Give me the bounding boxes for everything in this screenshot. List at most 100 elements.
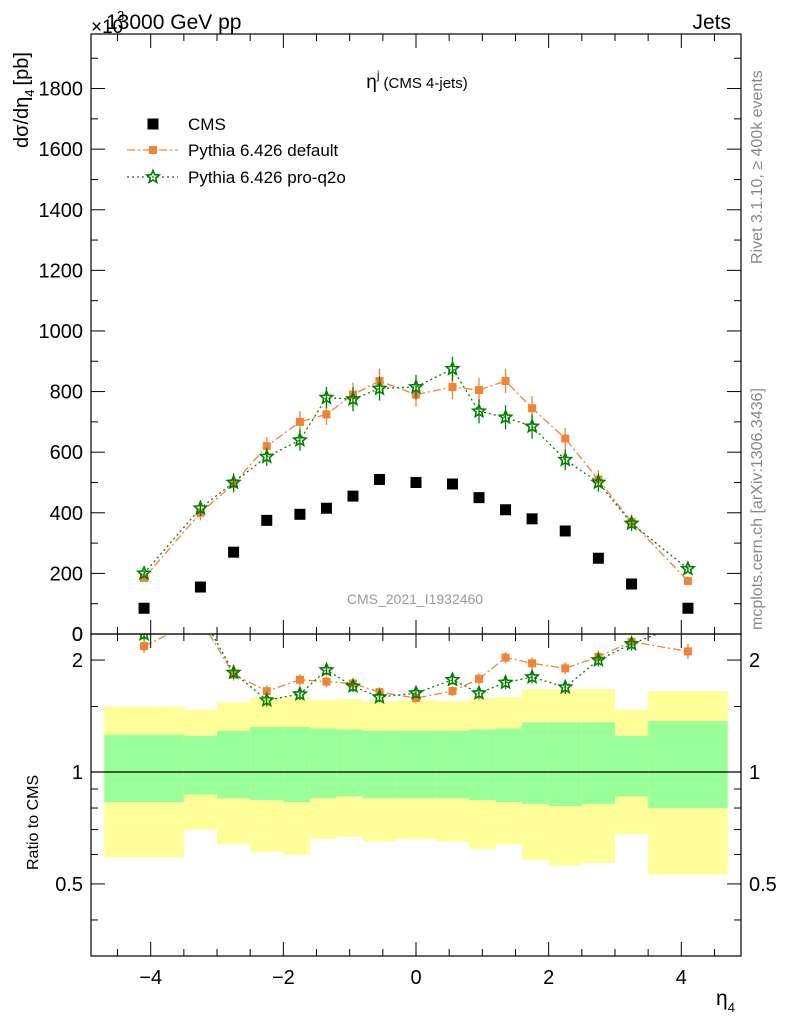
y-tick-label: 0 xyxy=(72,624,83,646)
y-tick-label: 1400 xyxy=(39,200,84,222)
ratio-proq2o-point xyxy=(258,691,275,708)
title-sup: j xyxy=(376,68,380,82)
ratio-proq2o-point xyxy=(523,668,541,684)
x-label-sub: 4 xyxy=(728,1000,735,1015)
pythia-default-point xyxy=(295,417,304,426)
pythia-proq2o-point xyxy=(523,417,541,434)
pythia-default-point xyxy=(528,404,537,413)
band-inner xyxy=(217,730,251,799)
pythia-default-point xyxy=(140,573,149,582)
cms-point xyxy=(446,478,458,490)
x-tick-label: 0 xyxy=(410,967,421,989)
ratio-proq2o-point xyxy=(291,685,309,701)
band-inner xyxy=(522,722,549,805)
ratio-proq2o-point xyxy=(344,677,362,694)
cms-point xyxy=(410,476,422,488)
band-inner xyxy=(648,721,728,809)
exponent: 3 xyxy=(117,8,124,23)
series-line-pythia-default xyxy=(143,380,689,582)
ratio-default-point xyxy=(475,674,484,683)
legend-marker xyxy=(147,118,159,130)
ratio-proq2o-point xyxy=(194,606,206,618)
ratio-default-point xyxy=(140,642,149,651)
ratio-proq2o-point xyxy=(225,663,242,680)
pythia-proq2o-point xyxy=(258,448,275,464)
ratio-y-tick-label-right: 0.5 xyxy=(749,874,777,896)
pythia-default-point xyxy=(448,383,457,392)
ratio-panel: 0.5 0.5 1 1 2 2 −4 −2 0 2 4 Ratio to CMS xyxy=(25,606,777,989)
ratio-proq2o-point xyxy=(497,673,514,690)
legend-marker xyxy=(144,168,162,185)
y-tick-label: 1000 xyxy=(39,321,84,343)
pythia-proq2o-point xyxy=(192,499,209,516)
pythia-proq2o-point xyxy=(623,514,640,531)
x-tick-label: 2 xyxy=(543,967,554,989)
legend-label: Pythia 6.426 default xyxy=(188,141,339,160)
band-inner xyxy=(336,729,363,797)
ratio-proq2o-point xyxy=(557,678,574,695)
ratio-line-pythia-default xyxy=(143,634,689,699)
band-inner xyxy=(104,734,184,803)
cms-point xyxy=(320,502,332,514)
pythia-proq2o-point xyxy=(135,564,153,581)
ratio-y-tick-label-right: 2 xyxy=(749,650,760,672)
ratio-default-point xyxy=(448,687,457,696)
exponent-prefix: ×10 xyxy=(91,17,123,38)
legend-label: CMS xyxy=(188,115,226,134)
ratio-default-point xyxy=(196,615,204,623)
cms-point xyxy=(626,578,638,590)
cms-point xyxy=(682,602,694,614)
series-line-pythia-proq2o xyxy=(143,367,689,574)
ratio-line-pythia-proq2o xyxy=(144,634,659,701)
band-inner xyxy=(581,722,615,805)
header-right: Jets xyxy=(692,11,731,34)
ratio-proq2o-point xyxy=(407,684,425,700)
pythia-proq2o-point xyxy=(344,390,362,407)
legend-marker xyxy=(149,146,157,154)
cms-point xyxy=(500,504,512,516)
x-axis-label: η4 xyxy=(716,987,735,1015)
ratio-proq2o-point xyxy=(623,635,640,651)
y-label-sub: 4 xyxy=(22,89,37,96)
ratio-default-point xyxy=(295,675,304,684)
pythia-proq2o-point xyxy=(497,408,514,425)
header-left: 13000 GeV pp xyxy=(106,11,241,34)
y-tick-label-zero: 0 xyxy=(72,624,83,646)
side-label-mcplots: mcplots.cern.ch [arXiv:1306.3436] xyxy=(749,388,766,630)
ratio-proq2o-point xyxy=(682,616,694,628)
y-tick-label: 800 xyxy=(50,382,83,404)
ratio-y-tick-label: 0.5 xyxy=(55,874,83,896)
pythia-default-point xyxy=(683,576,692,585)
x-tick-label: 4 xyxy=(676,967,687,989)
ratio-default-point xyxy=(683,647,692,656)
pythia-proq2o-point xyxy=(318,389,335,405)
ratio-default-point xyxy=(262,687,271,696)
pythia-proq2o-point xyxy=(225,473,242,490)
pythia-proq2o-point xyxy=(291,431,309,447)
title-rest: (CMS 4-jets) xyxy=(384,75,468,92)
ratio-default-point xyxy=(528,659,537,668)
ratio-proq2o-point xyxy=(318,661,335,677)
x-tick-label: −4 xyxy=(139,967,162,989)
watermark: CMS_2021_I1932460 xyxy=(347,591,483,607)
x-tick-label: −2 xyxy=(272,967,295,989)
x-label-main: η xyxy=(716,987,728,1010)
pythia-proq2o-point xyxy=(444,360,461,376)
cms-point xyxy=(194,581,206,593)
cms-point xyxy=(294,508,306,520)
pythia-proq2o-point xyxy=(407,378,425,394)
cms-point xyxy=(374,473,386,485)
band-inner xyxy=(283,727,310,803)
band-inner xyxy=(183,735,218,795)
pythia-proq2o-point xyxy=(679,560,697,576)
band-inner xyxy=(250,727,284,801)
cms-point xyxy=(347,490,359,502)
cms-point xyxy=(526,513,538,525)
pythia-default-point xyxy=(262,442,271,451)
ratio-default-point xyxy=(322,677,331,686)
y-tick-label: 1200 xyxy=(39,260,84,282)
cms-point xyxy=(261,514,273,526)
y-tick-label: 600 xyxy=(50,442,83,464)
